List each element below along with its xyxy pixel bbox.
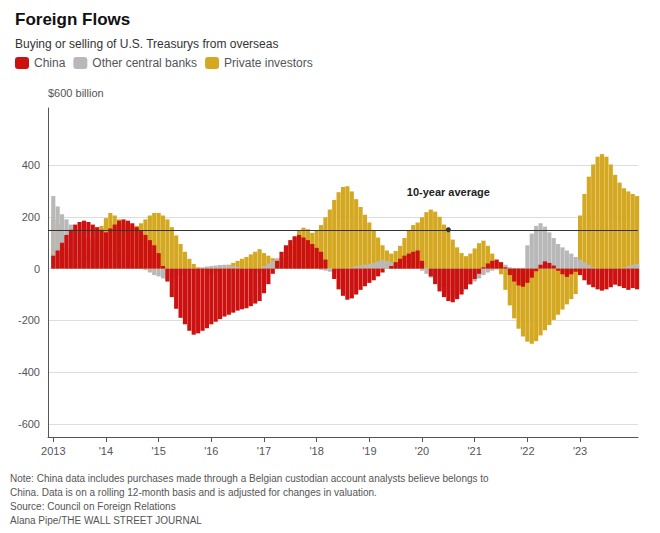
svg-text:China. Data is on a rolling 12: China. Data is on a rolling 12-month bas… [10, 487, 377, 498]
svg-text:'19: '19 [362, 445, 376, 457]
svg-text:Foreign Flows: Foreign Flows [15, 10, 130, 29]
svg-text:'17: '17 [257, 445, 271, 457]
svg-text:'16: '16 [204, 445, 218, 457]
svg-text:Alana Pipe/THE WALL STREET JOU: Alana Pipe/THE WALL STREET JOURNAL [10, 515, 202, 526]
svg-text:0: 0 [34, 263, 40, 275]
svg-text:200: 200 [22, 211, 40, 223]
svg-text:China: China [34, 56, 66, 70]
svg-text:'15: '15 [151, 445, 165, 457]
svg-text:Note: China data includes purc: Note: China data includes purchases made… [10, 473, 489, 484]
svg-text:'18: '18 [309, 445, 323, 457]
svg-text:'22: '22 [520, 445, 534, 457]
svg-text:$600 billion: $600 billion [48, 87, 104, 99]
svg-text:'23: '23 [573, 445, 587, 457]
svg-text:10-year average: 10-year average [407, 186, 490, 198]
svg-text:-400: -400 [18, 366, 40, 378]
svg-text:-200: -200 [18, 314, 40, 326]
svg-text:'21: '21 [468, 445, 482, 457]
svg-text:'20: '20 [415, 445, 429, 457]
svg-text:'14: '14 [99, 445, 113, 457]
svg-text:Other central banks: Other central banks [92, 56, 197, 70]
svg-text:Source: Council on Foreign Rel: Source: Council on Foreign Relations [10, 501, 176, 512]
svg-text:2013: 2013 [41, 445, 65, 457]
svg-text:Buying or selling of U.S. Trea: Buying or selling of U.S. Treasurys from… [15, 37, 278, 51]
svg-text:400: 400 [22, 159, 40, 171]
svg-text:Private investors: Private investors [224, 56, 313, 70]
svg-text:-600: -600 [18, 418, 40, 430]
